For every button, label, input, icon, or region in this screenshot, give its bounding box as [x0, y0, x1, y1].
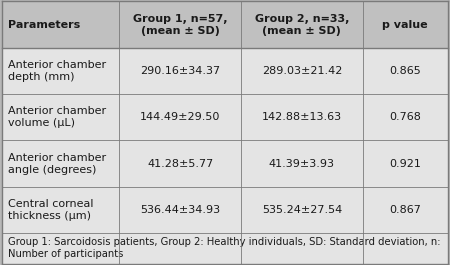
Text: 41.39±3.93: 41.39±3.93 — [269, 159, 335, 169]
Bar — [241, 1, 363, 48]
Text: Group 1: Sarcoidosis patients, Group 2: Healthy individuals, SD: Standard deviat: Group 1: Sarcoidosis patients, Group 2: … — [8, 237, 440, 259]
Bar — [363, 48, 448, 94]
Text: 0.865: 0.865 — [389, 66, 421, 76]
Bar — [363, 187, 448, 233]
Text: p value: p value — [382, 20, 428, 29]
Bar — [2, 48, 119, 94]
Text: 0.921: 0.921 — [389, 159, 421, 169]
Text: Anterior chamber
volume (μL): Anterior chamber volume (μL) — [8, 106, 106, 128]
Text: 536.44±34.93: 536.44±34.93 — [140, 205, 220, 215]
Bar — [2, 233, 448, 264]
Text: Central corneal
thickness (μm): Central corneal thickness (μm) — [8, 199, 93, 221]
Bar — [363, 94, 448, 140]
Bar — [241, 48, 363, 94]
Bar — [119, 94, 241, 140]
Bar — [119, 1, 241, 48]
Text: Group 1, n=57,
(mean ± SD): Group 1, n=57, (mean ± SD) — [133, 14, 227, 36]
Bar — [363, 140, 448, 187]
Bar — [2, 1, 119, 48]
Bar — [241, 140, 363, 187]
Text: 142.88±13.63: 142.88±13.63 — [262, 112, 342, 122]
Bar — [241, 94, 363, 140]
Text: 0.768: 0.768 — [389, 112, 421, 122]
Text: Anterior chamber
depth (mm): Anterior chamber depth (mm) — [8, 60, 106, 82]
Bar — [119, 140, 241, 187]
Text: Parameters: Parameters — [8, 20, 80, 29]
Text: 41.28±5.77: 41.28±5.77 — [147, 159, 213, 169]
Text: 289.03±21.42: 289.03±21.42 — [262, 66, 342, 76]
Text: 0.867: 0.867 — [389, 205, 421, 215]
Text: Anterior chamber
angle (degrees): Anterior chamber angle (degrees) — [8, 153, 106, 175]
Bar — [2, 140, 119, 187]
Bar — [2, 94, 119, 140]
Text: Group 2, n=33,
(mean ± SD): Group 2, n=33, (mean ± SD) — [255, 14, 349, 36]
Bar — [241, 187, 363, 233]
Bar — [119, 187, 241, 233]
Bar — [119, 48, 241, 94]
Text: 535.24±27.54: 535.24±27.54 — [262, 205, 342, 215]
Text: 144.49±29.50: 144.49±29.50 — [140, 112, 220, 122]
Bar — [2, 187, 119, 233]
Text: 290.16±34.37: 290.16±34.37 — [140, 66, 220, 76]
Bar — [363, 1, 448, 48]
